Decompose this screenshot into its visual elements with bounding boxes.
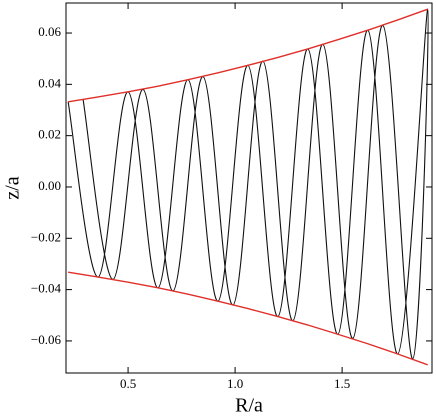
y-tick-label: 0.00 xyxy=(38,178,61,193)
y-tick-label: −0.02 xyxy=(31,229,61,244)
y-axis-title: z/a xyxy=(2,176,24,199)
y-tick-label: −0.04 xyxy=(31,281,62,296)
y-tick-label: 0.06 xyxy=(38,24,61,39)
x-axis-title: R/a xyxy=(235,395,263,417)
plot-frame xyxy=(65,2,433,374)
x-tick-label: 1.0 xyxy=(227,376,243,391)
y-tick-label: −0.06 xyxy=(31,332,62,347)
envelope xyxy=(68,271,428,366)
orbit xyxy=(67,8,429,360)
envelope xyxy=(68,8,428,103)
y-tick-label: 0.02 xyxy=(38,127,61,142)
x-tick-label: 1.5 xyxy=(334,376,350,391)
x-tick-label: 0.5 xyxy=(120,376,136,391)
y-tick-label: 0.04 xyxy=(38,75,61,90)
